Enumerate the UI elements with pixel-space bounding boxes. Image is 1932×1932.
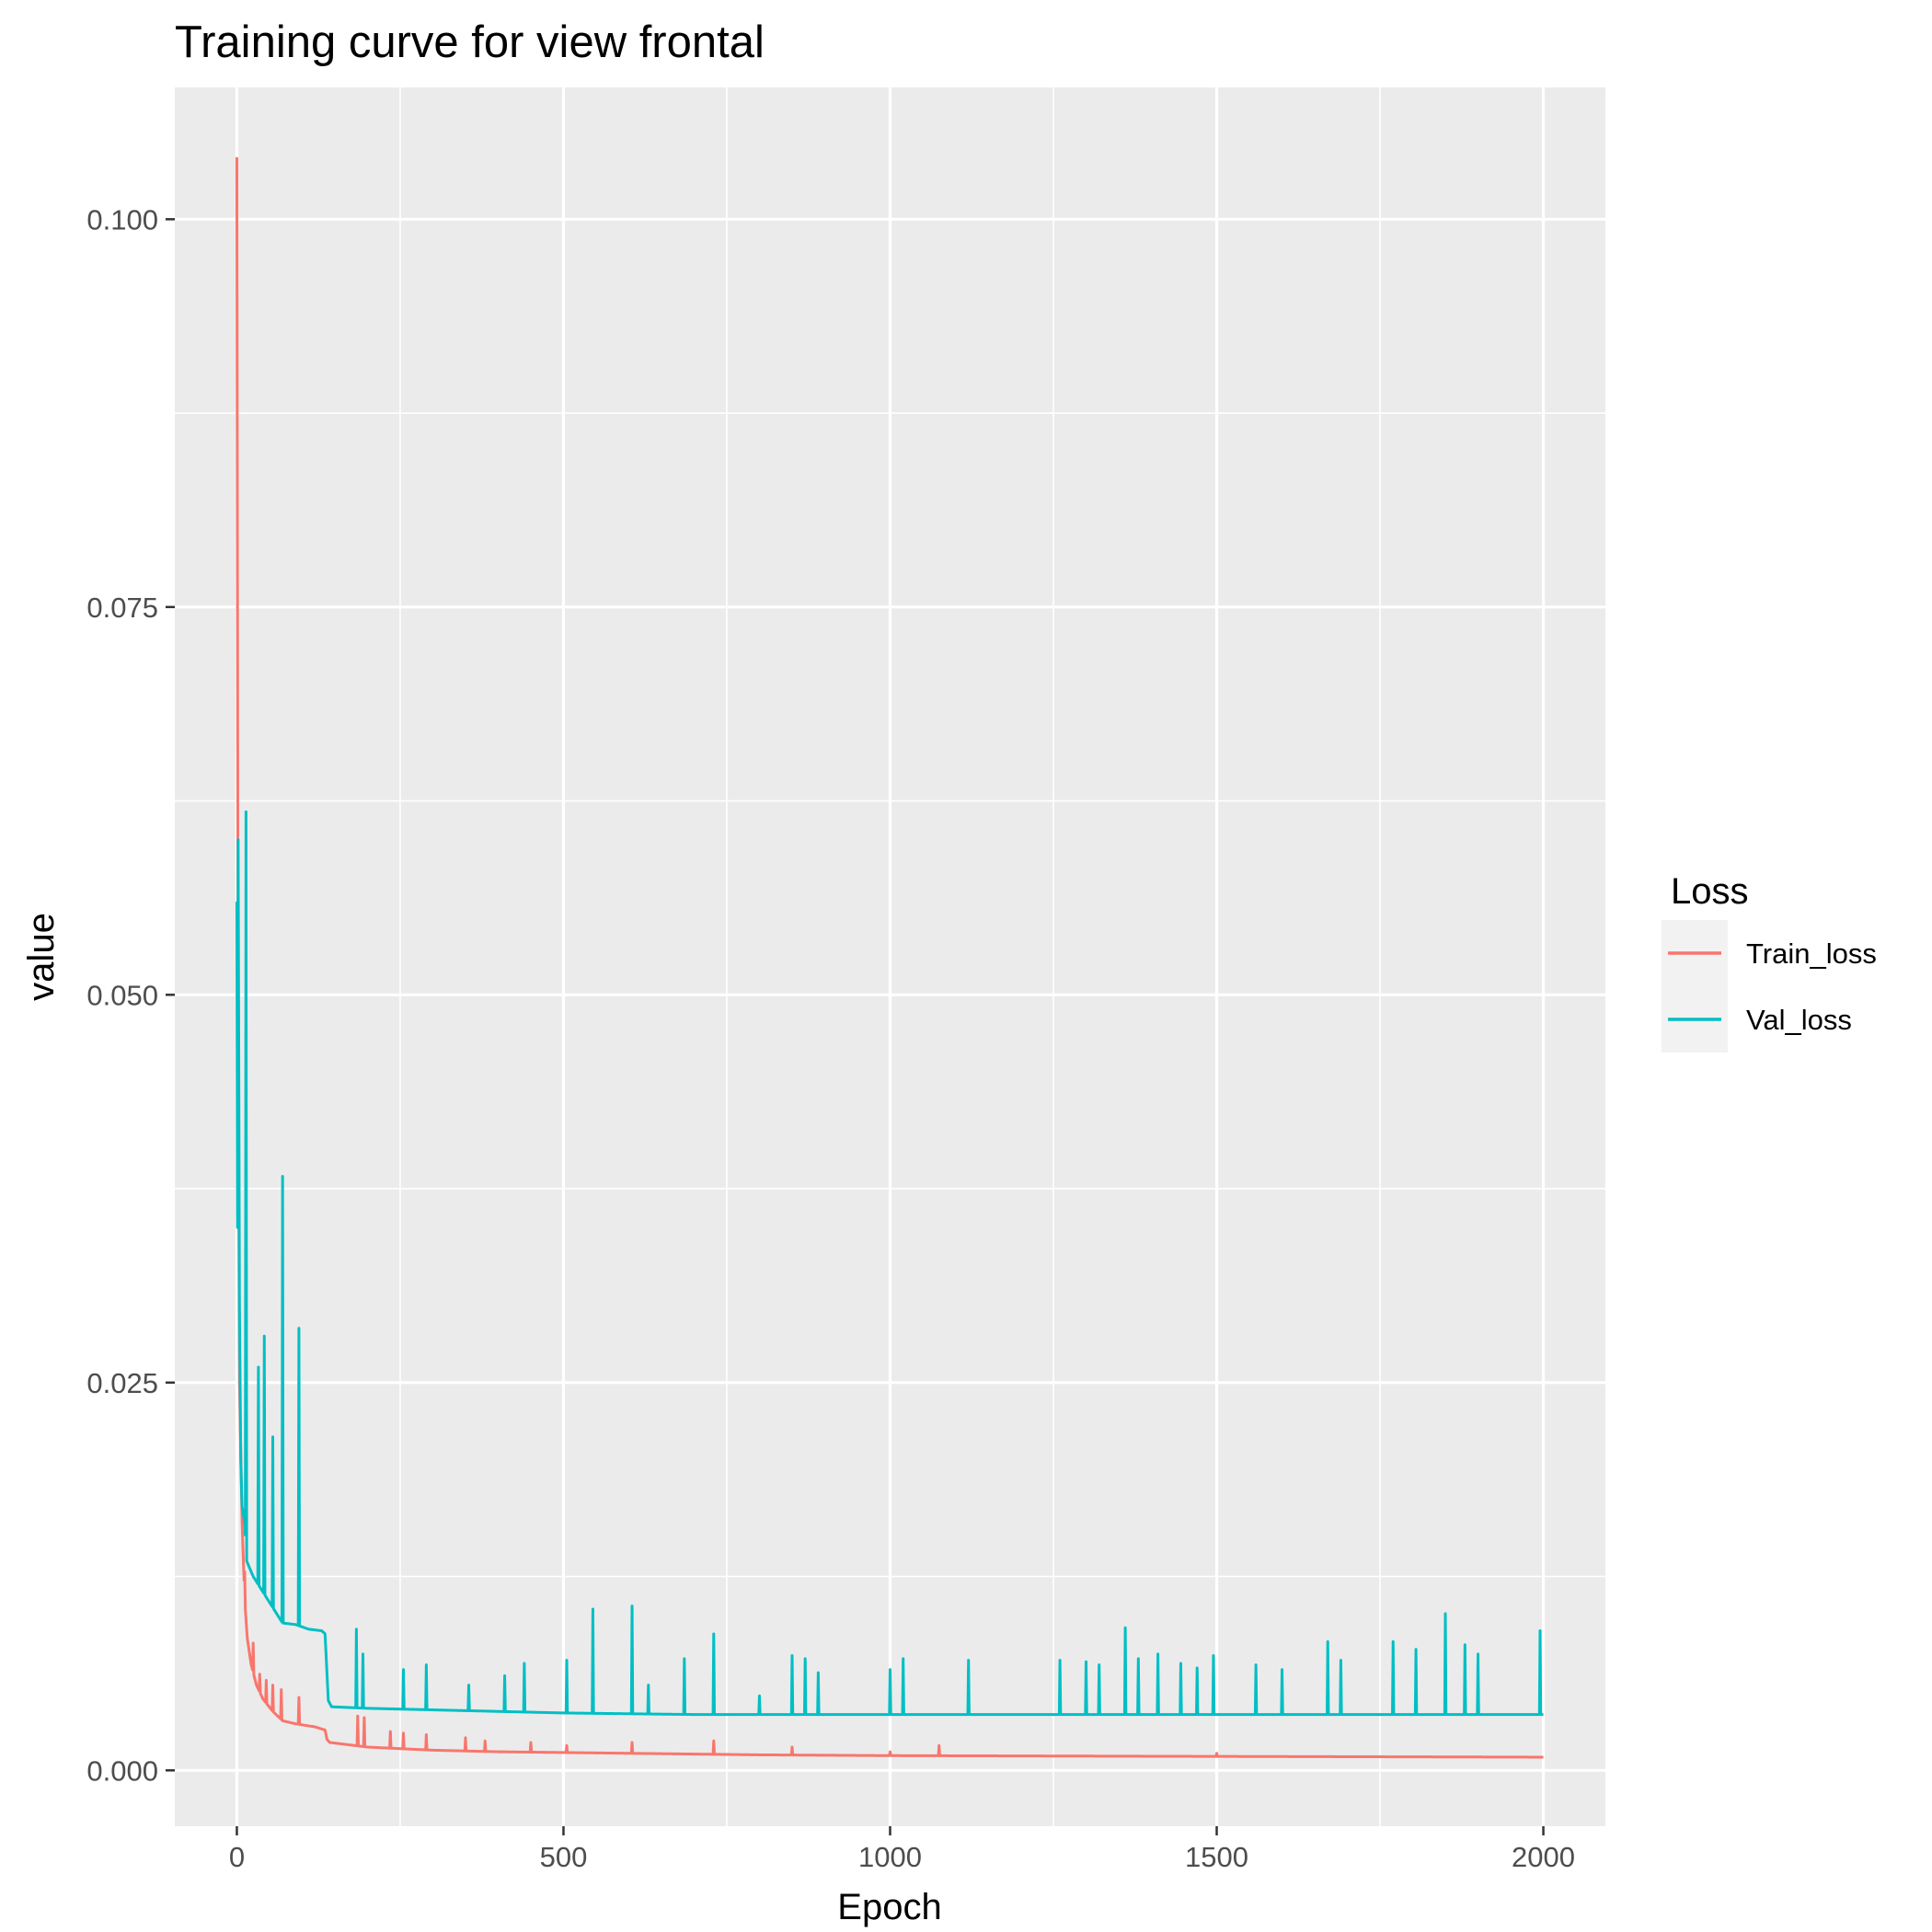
y-tick-label-4: 0.100 (86, 203, 158, 236)
y-tick-label-2: 0.050 (86, 979, 158, 1011)
y-axis-title: value (21, 913, 62, 1001)
x-tick-label-4: 2000 (1512, 1841, 1575, 1873)
chart-title: Training curve for view frontal (175, 17, 765, 67)
legend: Loss Train_loss Val_loss (1662, 871, 1877, 1052)
x-tick-label-0: 0 (229, 1841, 245, 1873)
x-tick-label-3: 1500 (1185, 1841, 1248, 1873)
y-tick-label-3: 0.075 (86, 592, 158, 624)
series-lines (235, 156, 1545, 1759)
legend-title: Loss (1671, 871, 1749, 912)
legend-label-0: Train_loss (1746, 937, 1877, 970)
x-axis-title: Epoch (837, 1887, 941, 1927)
series-line-train-loss (235, 156, 1545, 1759)
x-tick-label-1: 500 (540, 1841, 588, 1873)
y-tick-label-0: 0.000 (86, 1754, 158, 1787)
x-axis: 0 500 1000 1500 2000 (229, 1826, 1575, 1873)
legend-label-1: Val_loss (1746, 1004, 1852, 1036)
x-tick-label-2: 1000 (858, 1841, 922, 1873)
series-line-val-loss (235, 810, 1545, 1717)
y-tick-label-1: 0.025 (86, 1367, 158, 1399)
y-axis: 0.000 0.025 0.050 0.075 0.100 (86, 203, 175, 1787)
